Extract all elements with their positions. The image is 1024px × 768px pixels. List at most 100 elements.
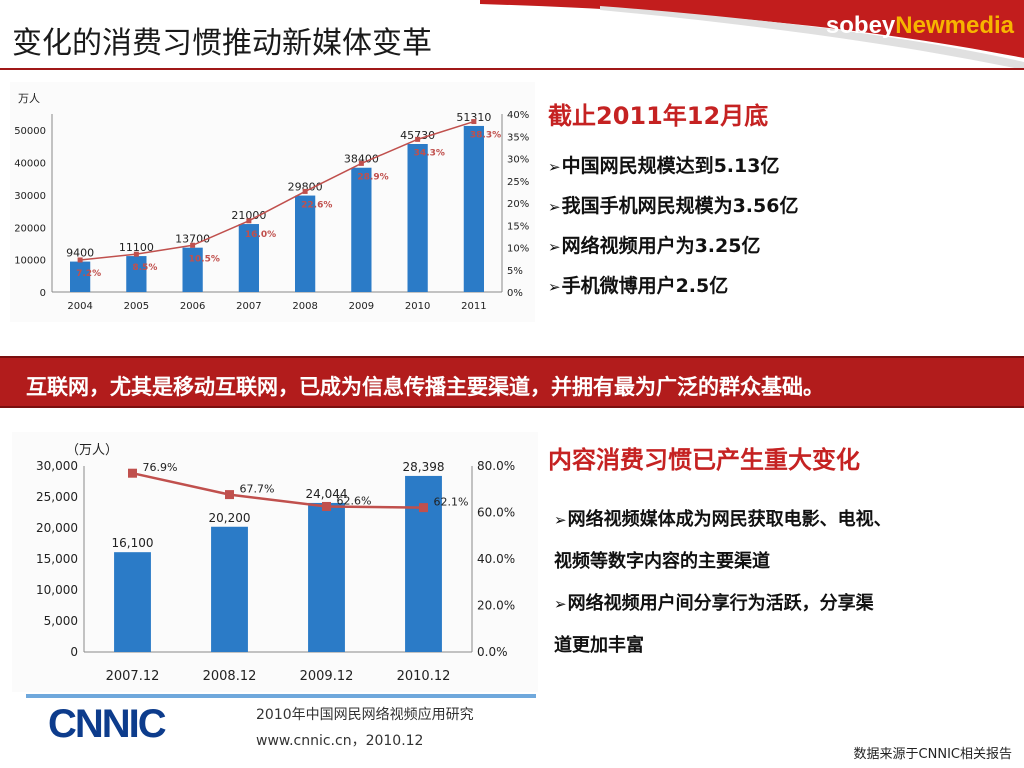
stat-bullet-text: 中国网民规模达到5.13亿 [561, 155, 780, 177]
consumption-bullet-cont: 道更加丰富 [554, 635, 644, 656]
y-unit-label: 万人 [18, 92, 40, 105]
bar [182, 247, 203, 292]
bar-value-label: 51310 [456, 111, 491, 124]
bar [351, 167, 372, 292]
y-unit-label: （万人） [66, 443, 118, 458]
header-swoosh [480, 0, 1024, 70]
x-tick-label: 2004 [67, 301, 92, 312]
y2-tick-label: 20% [507, 199, 529, 210]
cnnic-caption: 2010年中国网民网络视频应用研究 [256, 707, 474, 723]
consumption-bullet-text: 网络视频媒体成为网民获取电影、电视、 [567, 509, 892, 530]
bar-value-label: 24,044 [306, 487, 348, 501]
growth-point [225, 490, 234, 500]
cnnic-logo: CNNIC [48, 702, 167, 746]
growth-point [190, 242, 196, 248]
growth-value-label: 16.0% [245, 230, 276, 240]
slide-title: 变化的消费习惯推动新媒体变革 [12, 26, 432, 61]
bar [238, 224, 259, 292]
x-tick-label: 2008 [292, 301, 317, 312]
y2-tick-label: 60.0% [477, 506, 515, 520]
growth-value-label: 67.7% [240, 483, 275, 496]
bar-value-label: 45730 [400, 129, 435, 142]
section-consumption: 内容消费习惯已产生重大变化 ➢网络视频媒体成为网民获取电影、电视、 视频等数字内… [548, 440, 1008, 667]
stat-bullet: ➢中国网民规模达到5.13亿 [548, 151, 1008, 178]
title-rule [0, 68, 1024, 70]
y2-tick-label: 0% [507, 288, 523, 299]
bar [308, 502, 345, 652]
bar [126, 256, 147, 292]
consumption-bullet-text: 网络视频用户间分享行为活跃，分享渠 [567, 593, 874, 614]
arrow-bullet-icon: ➢ [554, 595, 567, 613]
y-tick-label: 20000 [14, 223, 46, 234]
growth-point [322, 501, 331, 511]
bar-value-label: 16,100 [112, 536, 154, 550]
y2-tick-label: 10% [507, 244, 529, 255]
x-tick-label: 2010 [405, 301, 430, 312]
growth-line [80, 120, 475, 261]
y-tick-label: 25,000 [36, 490, 78, 504]
growth-line [132, 471, 424, 509]
bar [295, 195, 316, 292]
y2-tick-label: 0.0% [477, 645, 508, 659]
growth-value-label: 34.3% [414, 148, 445, 158]
y-tick-label: 40000 [14, 159, 46, 170]
x-tick-label: 2009.12 [300, 669, 354, 684]
growth-value-label: 76.9% [143, 461, 178, 474]
x-tick-label: 2010.12 [397, 669, 451, 684]
chart-internet-users: 万人 0 10000 20000 30000 40000 50000 0% 5% 10% 15% 20… [10, 82, 535, 322]
y-tick-label: 0 [40, 288, 46, 299]
y2-tick-label: 25% [507, 177, 529, 188]
y2-tick-label: 40.0% [477, 552, 515, 566]
key-message-banner: 互联网，尤其是移动互联网，已成为信息传播主要渠道，并拥有最为广泛的群众基础。 [0, 356, 1024, 408]
y2-tick-label: 30% [507, 155, 529, 166]
stat-bullet: ➢我国手机网民规模为3.56亿 [548, 191, 1008, 218]
y-tick-label: 5,000 [44, 614, 78, 628]
bar-value-label: 29800 [288, 181, 323, 194]
y2-tick-label: 20.0% [477, 599, 515, 613]
section-consumption-heading: 内容消费习惯已产生重大变化 [548, 446, 860, 474]
arrow-bullet-icon: ➢ [548, 238, 561, 256]
y2-tick-label: 80.0% [477, 459, 515, 473]
y-tick-label: 30000 [14, 191, 46, 202]
x-tick-label: 2005 [124, 301, 149, 312]
x-tick-label: 2007 [236, 301, 261, 312]
x-tick-label: 2006 [180, 301, 205, 312]
growth-point [471, 119, 477, 125]
cnnic-url: www.cnnic.cn，2010.12 [256, 733, 424, 749]
arrow-bullet-icon: ➢ [548, 158, 561, 176]
y-tick-label: 0 [70, 645, 78, 659]
section-stats: 截止2011年12月底 ➢中国网民规模达到5.13亿 ➢我国手机网民规模为3.5… [548, 96, 1008, 298]
growth-value-label: 62.1% [434, 496, 469, 509]
y-tick-label: 10000 [14, 256, 46, 267]
cnnic-rule [26, 694, 536, 698]
bar-value-label: 21000 [231, 209, 266, 222]
growth-value-label: 28.9% [357, 172, 388, 182]
bar-value-label: 38400 [344, 153, 379, 166]
consumption-bullet-cont: 视频等数字内容的主要渠道 [554, 551, 770, 572]
y-tick-label: 50000 [14, 126, 46, 137]
consumption-bullet: ➢网络视频媒体成为网民获取电影、电视、 [554, 499, 1008, 541]
bar [114, 552, 151, 652]
bar-value-label: 13700 [175, 233, 210, 246]
x-tick-label: 2009 [349, 301, 374, 312]
arrow-bullet-icon: ➢ [554, 511, 567, 529]
logo-sobey: sobey [825, 12, 896, 39]
bar [70, 261, 91, 292]
growth-point [419, 503, 428, 513]
stat-bullet-text: 手机微博用户2.5亿 [561, 275, 729, 297]
bar [211, 526, 248, 652]
bar-value-label: 28,398 [403, 460, 445, 474]
arrow-bullet-icon: ➢ [548, 198, 561, 216]
arrow-bullet-icon: ➢ [548, 278, 561, 296]
y-tick-label: 30,000 [36, 459, 78, 473]
y2-tick-label: 35% [507, 132, 529, 143]
growth-value-label: 22.6% [301, 200, 332, 210]
section-stats-heading: 截止2011年12月底 [548, 102, 769, 130]
bar [407, 144, 428, 292]
growth-point [128, 468, 137, 478]
growth-point [133, 251, 139, 257]
growth-point [415, 136, 421, 142]
bar [463, 125, 484, 292]
y2-tick-label: 5% [507, 266, 523, 277]
growth-value-label: 62.6% [337, 494, 372, 507]
